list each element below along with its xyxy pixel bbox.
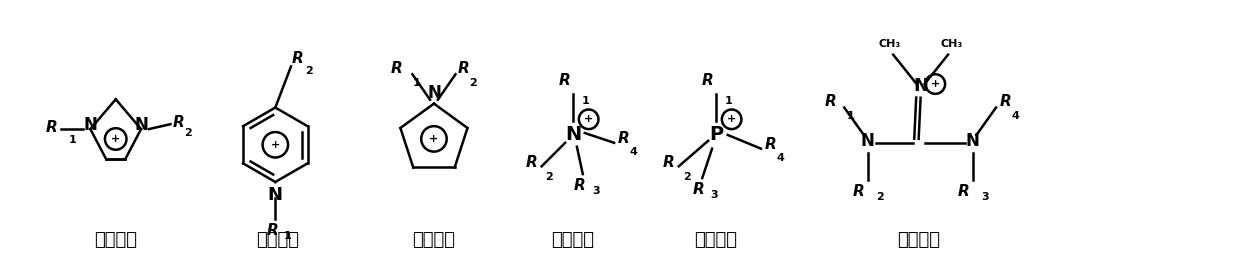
Text: R: R (663, 155, 675, 170)
Text: R: R (558, 73, 570, 88)
Text: R: R (692, 182, 704, 197)
Text: R: R (999, 94, 1012, 109)
Text: CH₃: CH₃ (941, 39, 963, 49)
Text: R: R (291, 51, 304, 66)
Text: R: R (853, 184, 864, 199)
Text: R: R (765, 137, 776, 152)
Text: 1: 1 (846, 111, 854, 121)
Text: +: + (270, 140, 280, 150)
Text: R: R (618, 131, 630, 146)
Text: R: R (458, 61, 469, 76)
Text: N: N (565, 125, 582, 144)
Text: 1: 1 (582, 96, 589, 106)
Text: R: R (391, 61, 403, 76)
Text: N: N (268, 186, 283, 204)
Text: 4: 4 (630, 147, 637, 157)
Text: +: + (584, 114, 593, 124)
Text: R: R (267, 223, 278, 238)
Text: 结构式二: 结构式二 (255, 231, 299, 249)
Text: 3: 3 (981, 192, 990, 202)
Text: 3: 3 (593, 186, 600, 196)
Text: N: N (427, 84, 441, 102)
Text: 2: 2 (305, 66, 312, 76)
Text: P: P (709, 125, 723, 144)
Text: +: + (727, 114, 737, 124)
Text: 结构式三: 结构式三 (413, 231, 455, 249)
Text: +: + (931, 79, 940, 89)
Text: N: N (913, 77, 928, 95)
Text: 1: 1 (724, 96, 733, 106)
Text: 4: 4 (776, 153, 785, 163)
Text: 结构式五: 结构式五 (694, 231, 738, 249)
Text: 3: 3 (711, 190, 718, 200)
Text: 1: 1 (69, 135, 77, 145)
Text: R: R (957, 184, 970, 199)
Text: R: R (702, 73, 713, 88)
Text: 结构式四: 结构式四 (552, 231, 594, 249)
Text: 2: 2 (683, 172, 691, 182)
Text: CH₃: CH₃ (878, 39, 900, 49)
Text: 结构式一: 结构式一 (94, 231, 138, 249)
Text: N: N (83, 116, 97, 134)
Text: 2: 2 (546, 172, 553, 182)
Text: N: N (861, 132, 874, 150)
Text: 2: 2 (185, 128, 192, 138)
Text: +: + (112, 134, 120, 144)
Text: R: R (526, 155, 538, 170)
Text: 结构式六: 结构式六 (898, 231, 940, 249)
Text: R: R (46, 120, 57, 135)
Text: N: N (134, 116, 148, 134)
Text: 1: 1 (413, 78, 420, 88)
Text: +: + (429, 134, 439, 144)
Text: 4: 4 (1012, 111, 1019, 121)
Text: 1: 1 (284, 231, 291, 241)
Text: N: N (966, 132, 980, 150)
Text: R: R (172, 115, 185, 130)
Text: 2: 2 (469, 78, 477, 88)
Text: R: R (574, 178, 585, 193)
Text: R: R (825, 94, 837, 109)
Text: 2: 2 (877, 192, 884, 202)
